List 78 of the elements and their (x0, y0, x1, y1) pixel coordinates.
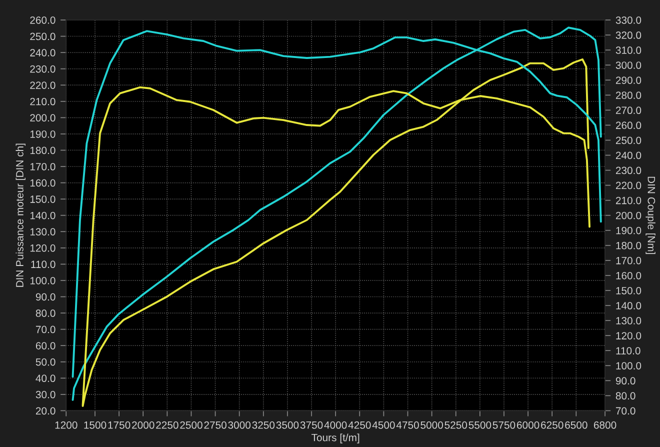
y2-tick-label: 100.0 (616, 362, 642, 370)
y-tick-label: 90.0 (36, 293, 56, 301)
y-tick-label: 70.0 (36, 326, 56, 334)
x-tick-label: 4500 (372, 421, 395, 429)
y-tick-label: 120.0 (30, 244, 56, 252)
y2-tick-label: 230.0 (616, 166, 642, 174)
y2-tick-label: 280.0 (616, 92, 642, 99)
y-tick-label: 160.0 (30, 179, 56, 187)
y-tick-label: 30.0 (36, 390, 56, 398)
y2-tick-label: 330.0 (616, 16, 642, 24)
y2-tick-label: 300.0 (616, 62, 642, 69)
x-tick-label: 4250 (348, 421, 371, 429)
y-tick-label: 150.0 (30, 196, 56, 203)
y2-tick-label: 160.0 (616, 272, 642, 280)
y-tick-label: 40.0 (36, 374, 56, 382)
x-tick-label: 3250 (252, 421, 275, 429)
y2-tick-label: 80.0 (616, 392, 636, 400)
x-tick-label: 3750 (300, 421, 323, 429)
x-tick-label: 6250 (541, 421, 564, 429)
y-tick-label: 220.0 (30, 82, 56, 89)
x-tick-label: 6800 (594, 421, 616, 429)
y-tick-label: 60.0 (36, 342, 56, 350)
y2-axis-title: DIN Couple [Nm] (646, 176, 656, 254)
y2-tick-label: 310.0 (616, 46, 642, 54)
y-tick-label: 170.0 (30, 163, 56, 170)
x-tick-label: 5500 (468, 421, 492, 429)
x-tick-label: 1200 (55, 421, 78, 429)
y2-tick-label: 220.0 (616, 182, 642, 190)
y2-tick-label: 120.0 (616, 332, 642, 340)
x-axis-title: Tours [t/m] (312, 434, 360, 444)
x-tick-label: 6500 (565, 421, 588, 429)
y2-tick-label: 320.0 (616, 32, 642, 39)
x-tick-label: 2750 (204, 421, 226, 429)
y-tick-label: 250.0 (30, 32, 56, 40)
y-tick-label: 240.0 (30, 49, 56, 56)
y2-tick-label: 250.0 (616, 136, 642, 144)
y-tick-label: 190.0 (30, 130, 56, 138)
y2-tick-label: 270.0 (616, 106, 642, 114)
x-tick-label: 3000 (228, 421, 251, 429)
x-tick-label: 5250 (444, 421, 468, 429)
y-tick-label: 230.0 (30, 65, 56, 73)
x-tick-label: 5750 (492, 421, 516, 429)
y2-tick-label: 240.0 (616, 152, 642, 160)
y2-tick-label: 90.0 (616, 377, 636, 385)
y-tick-label: 140.0 (30, 212, 56, 220)
y-tick-label: 20.0 (36, 407, 56, 415)
y2-tick-label: 130.0 (616, 317, 642, 324)
y-tick-label: 180.0 (30, 146, 56, 154)
x-tick-label: 6000 (516, 421, 540, 429)
x-tick-label: 4000 (324, 421, 347, 429)
y-tick-label: 100.0 (30, 276, 56, 284)
y2-tick-label: 70.0 (616, 407, 636, 415)
x-tick-label: 4750 (396, 421, 419, 429)
y2-tick-label: 170.0 (616, 256, 642, 264)
y-tick-label: 80.0 (36, 310, 56, 317)
y-axis-title: DIN Puissance moteur [DIN ch] (16, 144, 26, 287)
y-tick-label: 130.0 (30, 228, 56, 236)
x-tick-label: 1750 (108, 421, 130, 429)
x-tick-label: 5000 (420, 421, 443, 429)
y2-tick-label: 110.0 (616, 347, 640, 354)
y2-tick-label: 210.0 (616, 196, 642, 204)
x-tick-label: 2250 (156, 421, 178, 429)
y-tick-label: 50.0 (36, 358, 56, 366)
y2-tick-label: 180.0 (616, 242, 642, 250)
x-tick-label: 2500 (180, 421, 202, 429)
x-tick-label: 2000 (132, 421, 154, 429)
x-tick-label: 1500 (84, 421, 106, 429)
y2-tick-label: 200.0 (616, 212, 642, 220)
y-tick-label: 260.0 (30, 16, 56, 24)
y2-tick-label: 290.0 (616, 76, 642, 84)
y2-tick-label: 140.0 (616, 302, 642, 310)
x-tick-label: 3500 (276, 421, 299, 429)
y2-tick-label: 150.0 (616, 286, 642, 294)
y-tick-label: 210.0 (30, 98, 56, 106)
y2-tick-label: 260.0 (616, 122, 642, 130)
y-tick-label: 110.0 (31, 260, 56, 268)
y-tick-label: 200.0 (30, 114, 56, 122)
y2-tick-label: 190.0 (616, 226, 642, 234)
